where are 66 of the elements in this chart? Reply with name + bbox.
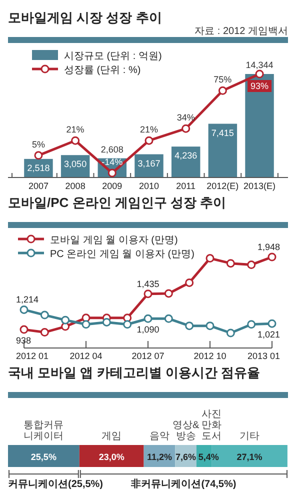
legend-label: 성장률 (단위 : %) [64, 65, 141, 76]
x-tick-label: 2012 01 [16, 351, 49, 361]
data-label: 14,344 [246, 60, 274, 70]
data-label: 23,0% [98, 452, 124, 462]
x-tick-label: 2009 [102, 181, 122, 191]
legend-label: PC 온라인 게임 월 이용자 (만명) [50, 249, 194, 260]
bar [245, 74, 274, 177]
series-label: 게임 [102, 431, 122, 442]
data-label: 1,214 [16, 294, 39, 305]
x-tick-label: 2013 01 [247, 351, 280, 361]
x-tick-label: 2012 10 [194, 351, 226, 361]
point [108, 168, 116, 178]
point [34, 151, 43, 160]
chart-title: 모바일/PC 온라인 게임인구 성장 추이 [8, 195, 226, 210]
data-label: 4,236 [174, 150, 198, 161]
bar [8, 445, 80, 467]
point [182, 124, 190, 133]
data-label: 93% [250, 81, 269, 91]
chart-title: 모바일게임 시장 성장 추이 [8, 10, 162, 25]
data-label: 1,948 [257, 242, 280, 252]
data-label: 1,435 [136, 278, 160, 289]
data-label: 3,050 [64, 159, 87, 170]
data-label: 11,2% [146, 452, 172, 462]
text: 非커뮤니케이션(74,5%) [130, 478, 236, 490]
bar [171, 146, 200, 177]
data-label: 34% [176, 112, 195, 123]
data-label: 27,1% [236, 452, 262, 462]
legend-label: 모바일 게임 월 이용자 (만명) [50, 235, 178, 246]
data-label: 5,4% [198, 452, 219, 462]
data-label: 75% [214, 74, 232, 85]
legend-label: 시장규모 (단위 : 억원) [64, 51, 162, 62]
bar [208, 124, 238, 177]
chart-subtitle: 자료 : 2012 게임백서 [194, 26, 288, 37]
text: 커뮤니케이션(25,5%) [8, 479, 104, 490]
x-tick-label: 2012 07 [132, 351, 164, 361]
data-label: 25,5% [30, 452, 56, 462]
series-label: 사진 만화 도서 [202, 409, 222, 442]
data-label: 7,6% [176, 452, 196, 462]
series-label: 음악 [149, 431, 170, 442]
data-label: 21% [140, 124, 158, 135]
data-label: 2,518 [27, 162, 50, 173]
data-label: 5% [32, 139, 45, 150]
x-tick-label: 2012 04 [70, 351, 102, 361]
x-tick-label: 2011 [176, 181, 196, 191]
bar [79, 445, 144, 467]
data-label: 1,021 [257, 330, 280, 340]
data-label: -14% [102, 157, 123, 167]
data-label: 1,090 [136, 324, 160, 335]
data-label: 2,608 [100, 144, 124, 154]
x-tick-label: 2010 [138, 181, 160, 191]
data-label: 938 [16, 336, 32, 346]
series-label: 영상& 방송 [172, 420, 200, 442]
point [218, 86, 227, 95]
data-label: 7,415 [211, 128, 234, 138]
x-tick-label: 2013(E) [244, 181, 276, 191]
data-label: 3,167 [138, 158, 160, 168]
series-label: 기타 [240, 431, 260, 442]
series-label: 통합커뮤니케이터 [24, 420, 64, 442]
data-label: 21% [66, 124, 84, 135]
x-tick-label: 2012(E) [206, 181, 239, 191]
x-tick-label: 2007 [28, 181, 48, 191]
point [255, 70, 264, 78]
x-tick-label: 2008 [65, 181, 86, 191]
point [71, 136, 80, 145]
chart-title: 국내 모바일 앱 카테고리별 이용시간 점유율 [8, 365, 260, 380]
point [144, 136, 154, 145]
